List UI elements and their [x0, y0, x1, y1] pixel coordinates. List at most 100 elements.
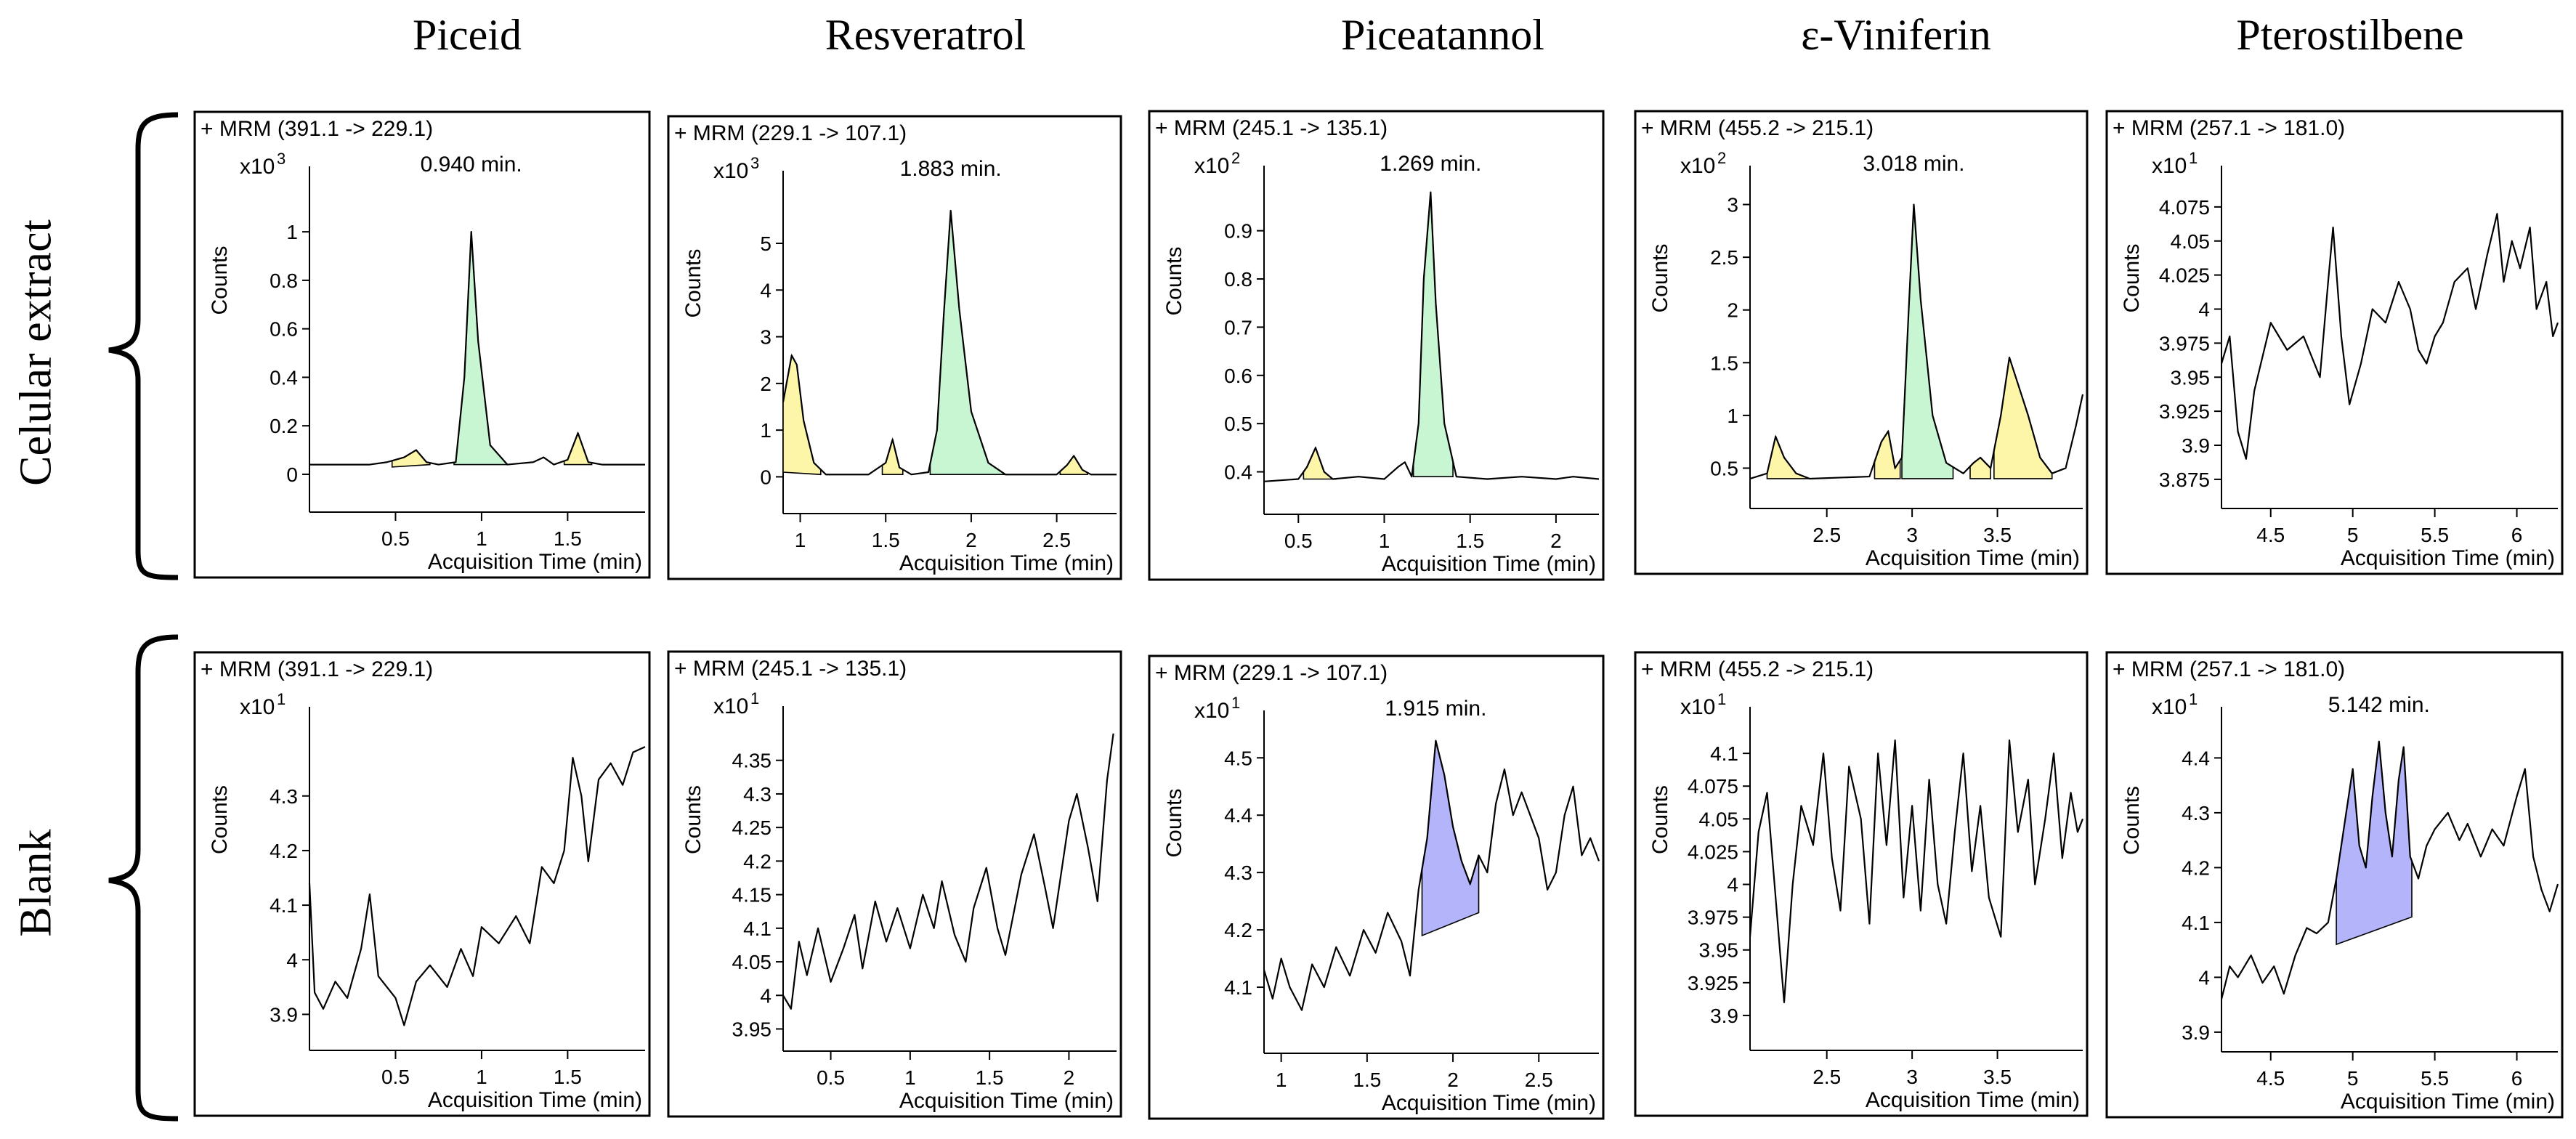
chart-panel: + MRM (391.1 -> 229.1) Counts x10 3 0 0.2 0.4 0…: [193, 110, 651, 579]
y-tick-label: 0.2: [270, 415, 298, 437]
x-tick-label: 2: [1064, 1066, 1075, 1089]
x-tick-label: 1: [476, 1066, 487, 1088]
y-tick-label: 1: [286, 221, 298, 243]
y-multiplier: x10: [1194, 154, 1229, 178]
y-tick-label: 0.6: [1224, 365, 1252, 387]
chromatogram-trace: [2220, 213, 2559, 460]
x-tick-label: 0.5: [381, 527, 410, 550]
y-tick-label: 4.025: [1688, 840, 1738, 863]
mrm-label: + MRM (229.1 -> 107.1): [1155, 661, 1388, 685]
y-tick-label: 4.3: [743, 783, 771, 806]
mrm-label: + MRM (455.2 -> 215.1): [1641, 116, 1874, 140]
y-tick-label: 4.35: [732, 750, 772, 772]
y-multiplier: x10: [1680, 695, 1715, 719]
y-tick-label: 4.2: [270, 840, 298, 862]
x-tick-label: 2: [1447, 1069, 1459, 1091]
y-tick-label: 4: [1727, 874, 1738, 896]
y-tick-label: 0.5: [1224, 413, 1252, 435]
mrm-label: + MRM (257.1 -> 181.0): [2113, 116, 2345, 140]
y-tick-label: 3.95: [732, 1018, 772, 1041]
panel-frame: [1634, 651, 2089, 1117]
y-tick-label: 3.975: [1688, 907, 1738, 929]
y-tick-label: 0.4: [1224, 461, 1252, 484]
mrm-label: + MRM (229.1 -> 107.1): [674, 121, 907, 145]
panel-frame: [193, 651, 651, 1117]
retention-time-annotation: 5.142 min.: [2328, 693, 2430, 717]
panel-frame: [667, 115, 1122, 580]
panel-frame: [667, 650, 1122, 1118]
x-tick-label: 2.5: [1042, 529, 1071, 551]
x-tick-label: 1.5: [976, 1066, 1004, 1089]
mrm-label: + MRM (245.1 -> 135.1): [674, 657, 907, 681]
y-multiplier: x10: [2152, 695, 2187, 719]
y-tick-label: 4.2: [743, 850, 771, 872]
x-axis-label: Acquisition Time (min): [1866, 1088, 2080, 1112]
column-title-piceatannol: Piceatannol: [1341, 11, 1544, 59]
x-tick-label: 1: [904, 1066, 916, 1089]
panel-frame: [1148, 110, 1605, 581]
y-tick-label: 4.025: [2159, 264, 2210, 287]
y-multiplier: x10: [1680, 154, 1715, 178]
x-tick-label: 2: [1550, 530, 1562, 552]
bracket-celular-extract: [108, 112, 179, 580]
y-exponent: 3: [277, 150, 285, 168]
x-tick-label: 6: [2511, 1067, 2523, 1090]
y-exponent: 1: [1717, 690, 1726, 708]
x-tick-label: 1: [476, 527, 487, 550]
retention-time-annotation: 1.883 min.: [900, 157, 1002, 181]
x-tick-label: 5.5: [2421, 524, 2449, 546]
panel-frame: [2105, 110, 2564, 575]
y-multiplier: x10: [713, 159, 748, 183]
x-tick-label: 0.5: [817, 1066, 845, 1089]
y-tick-label: 4.1: [1224, 976, 1252, 999]
x-axis-label: Acquisition Time (min): [899, 1089, 1114, 1113]
x-tick-label: 3.5: [1983, 1066, 2012, 1088]
y-tick-label: 4.05: [1699, 808, 1739, 830]
panel-frame: [1148, 654, 1605, 1120]
x-tick-label: 1.5: [554, 527, 582, 550]
x-tick-label: 5: [2347, 524, 2359, 546]
y-axis-label: Counts: [681, 785, 705, 854]
y-tick-label: 3.95: [2171, 366, 2211, 389]
x-tick-label: 2: [965, 529, 977, 551]
x-axis-label: Acquisition Time (min): [428, 550, 642, 574]
x-tick-label: 1: [1379, 530, 1390, 552]
y-tick-label: 0.7: [1224, 316, 1252, 339]
y-axis-label: Counts: [2120, 786, 2144, 855]
x-tick-label: 1.5: [554, 1066, 582, 1088]
column-title-resveratrol: Resveratrol: [825, 11, 1026, 59]
y-exponent: 1: [277, 690, 285, 708]
y-tick-label: 4.05: [2171, 230, 2211, 253]
y-tick-label: 0.8: [270, 269, 298, 292]
x-tick-label: 0.5: [1284, 530, 1313, 552]
x-tick-label: 3.5: [1983, 524, 2012, 546]
chart-panel: + MRM (257.1 -> 181.0) Counts x10 1 3.875 3.9…: [2105, 110, 2564, 575]
y-multiplier: x10: [240, 695, 275, 719]
x-tick-label: 1.5: [1456, 530, 1484, 552]
y-exponent: 3: [750, 154, 759, 172]
y-tick-label: 4: [2198, 966, 2210, 989]
y-tick-label: 4.3: [1224, 862, 1252, 884]
y-tick-label: 4.3: [2182, 802, 2210, 824]
retention-time-annotation: 1.915 min.: [1385, 697, 1486, 721]
y-multiplier: x10: [2152, 154, 2187, 178]
x-tick-label: 1: [1276, 1069, 1287, 1091]
y-tick-label: 3.925: [1688, 972, 1738, 994]
x-tick-label: 2.5: [1525, 1069, 1553, 1091]
mrm-label: + MRM (391.1 -> 229.1): [201, 117, 433, 141]
panel-frame: [193, 110, 651, 579]
retention-time-annotation: 1.269 min.: [1380, 152, 1481, 176]
y-tick-label: 4.1: [270, 894, 298, 917]
x-tick-label: 6: [2511, 524, 2523, 546]
x-axis-label: Acquisition Time (min): [1866, 546, 2080, 570]
y-tick-label: 3.975: [2159, 332, 2210, 354]
chromatogram-trace: [1263, 191, 1600, 482]
y-tick-label: 4.2: [1224, 919, 1252, 941]
y-multiplier: x10: [240, 155, 275, 179]
y-tick-label: 4.4: [1224, 804, 1252, 827]
column-title-pterostilbene: Pterostilbene: [2236, 11, 2464, 59]
chromatogram-trace: [2220, 740, 2559, 1000]
y-tick-label: 0.5: [1710, 457, 1738, 479]
